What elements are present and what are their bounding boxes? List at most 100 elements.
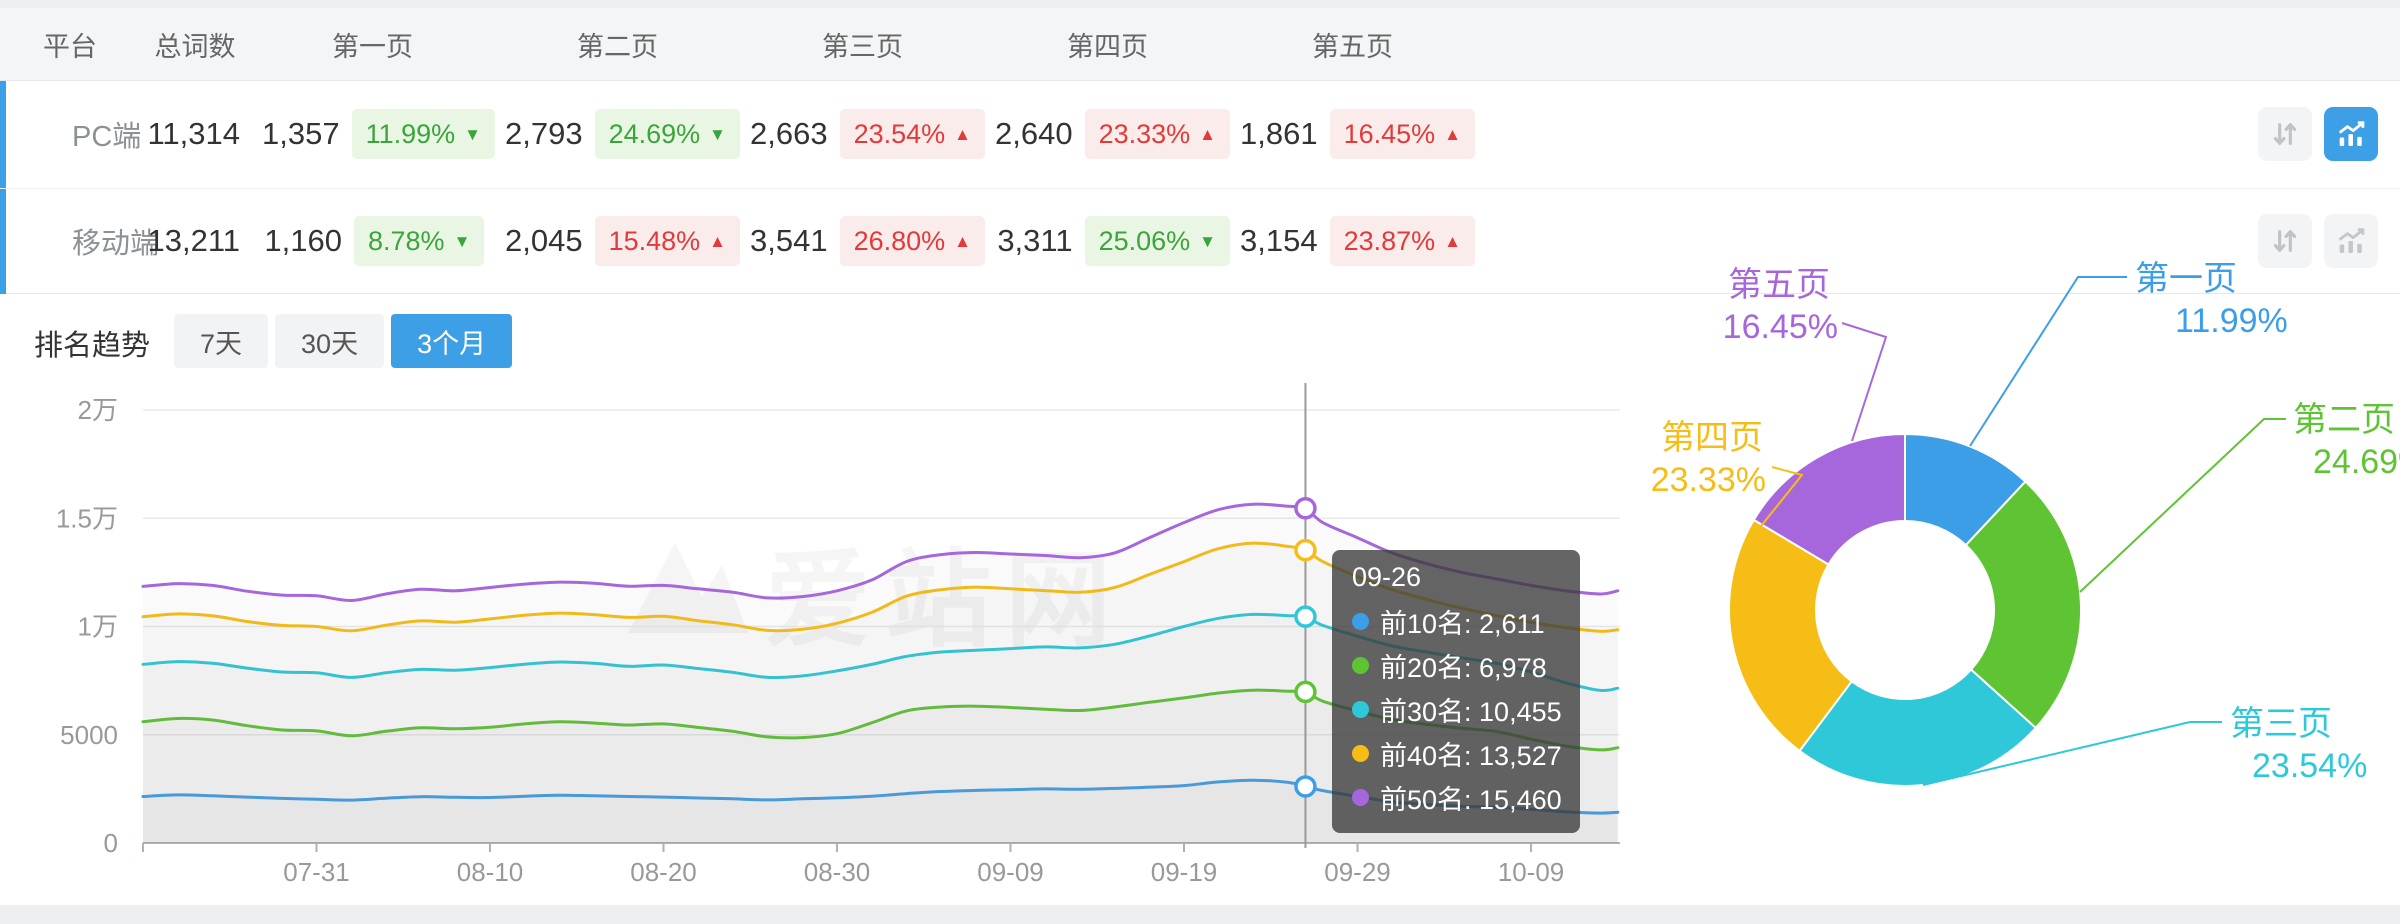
- triangle-up-icon: ▲: [709, 231, 726, 251]
- table-header-3: 第二页: [577, 31, 658, 62]
- hover-marker-前10名: [1294, 775, 1317, 798]
- page-count: 2,045: [505, 223, 583, 258]
- page-count: 3,541: [750, 223, 828, 258]
- page-count: 2,640: [995, 116, 1073, 151]
- table-header-row: 平台 总词数 第一页 第二页 第三页 第四页 第五页: [0, 8, 2400, 81]
- ranking-trend-line-chart[interactable]: 爱站网 0 5000 1万 1.5万 2万 07-31 08-10 08-20 08-30 09-0…: [0, 375, 1680, 924]
- trend-chart-icon: [2338, 121, 2365, 147]
- x-axis-label: 09-19: [1151, 857, 1218, 887]
- tooltip-item-前20名: 前20名: 6,978: [1352, 643, 1560, 687]
- page-4-cell: 3,311 25.06% ▼: [985, 216, 1230, 266]
- label-leader-line: [1740, 466, 1804, 552]
- triangle-down-icon: ▼: [709, 124, 726, 144]
- row-actions: [2258, 107, 2400, 161]
- change-badge-up: 23.87% ▲: [1329, 216, 1475, 266]
- page-count: 3,311: [997, 223, 1073, 258]
- change-badge-down: 11.99% ▼: [351, 109, 495, 159]
- hover-marker-前40名: [1294, 538, 1317, 562]
- page-2-cell: 2,045 15.48% ▲: [495, 216, 740, 266]
- page-count: 1,861: [1240, 116, 1318, 151]
- y-axis-label: 0: [104, 828, 118, 858]
- sort-arrows-icon: [2273, 230, 2297, 252]
- svg-text:爱站网: 爱站网: [765, 542, 1125, 660]
- x-axis-label: 07-31: [283, 857, 350, 887]
- page-count: 1,160: [264, 223, 342, 258]
- donut-percent-第五页: 16.45%: [1723, 308, 1838, 346]
- table-header-1: 总词数: [154, 31, 236, 62]
- donut-slice-第二页[interactable]: [1964, 480, 2083, 730]
- triangle-up-icon: ▲: [954, 124, 971, 144]
- tooltip-date: 09-26: [1352, 562, 1422, 592]
- triangle-up-icon: ▲: [954, 231, 971, 251]
- donut-label-第五页: 第五页: [1728, 266, 1830, 304]
- series-area-前20名: [143, 690, 1618, 843]
- page-1-cell: 1,357 11.99% ▼: [250, 109, 495, 159]
- page-count: 2,793: [505, 116, 583, 151]
- table-header-4: 第三页: [822, 31, 903, 62]
- tab-3个月[interactable]: 3个月: [391, 314, 513, 368]
- x-axis-label: 08-30: [804, 857, 871, 887]
- donut-percent-第一页: 11.99%: [2175, 302, 2288, 340]
- triangle-down-icon: ▼: [453, 231, 471, 251]
- tab-7天[interactable]: 7天: [174, 314, 269, 368]
- platform-label: 移动端: [72, 228, 160, 260]
- total-words-value: 11,314: [147, 116, 240, 151]
- tooltip-item-前50名: 前50名: 15,460: [1352, 775, 1562, 819]
- show-trend-chart-button[interactable]: [2324, 214, 2378, 268]
- page-distribution-donut-chart[interactable]: 第一页 11.99% 第二页 24.69% 第三页 23.54% 第四页 23.33% 第五页 1…: [1630, 235, 2400, 875]
- change-badge-up: 23.33% ▲: [1084, 109, 1230, 159]
- row-actions: [2258, 214, 2400, 268]
- donut-percent-第四页: 23.33%: [1651, 461, 1766, 499]
- x-axis-label: 10-09: [1498, 857, 1565, 887]
- table-header-5: 第四页: [1067, 31, 1148, 62]
- donut-percent-第二页: 24.69%: [2313, 443, 2400, 481]
- page-count: 1,357: [262, 116, 340, 151]
- table-row-pc[interactable]: PC端 11,314 1,357 11.99% ▼ 2,793 24.69% ▼ 2,663 23…: [0, 81, 2400, 187]
- triangle-down-icon: ▼: [464, 124, 481, 144]
- hover-marker-前30名: [1294, 605, 1317, 628]
- sort-button[interactable]: [2258, 214, 2312, 268]
- page-3-cell: 2,663 23.54% ▲: [740, 109, 985, 159]
- change-badge-down: 8.78% ▼: [354, 216, 485, 266]
- hover-marker-前50名: [1294, 497, 1317, 520]
- tooltip-item-前10名: 前10名: 2,611: [1352, 599, 1560, 643]
- table-row-mobile[interactable]: 移动端 13,211 1,160 8.78% ▼ 2,045 15.48% ▲ 3,541 26.…: [0, 188, 2400, 294]
- row-accent-bar: [0, 189, 6, 294]
- x-axis-label: 09-09: [977, 857, 1044, 887]
- series-dot-icon: [1352, 612, 1369, 630]
- page-2-cell: 2,793 24.69% ▼: [495, 109, 740, 159]
- series-line-前50名[interactable]: [141, 502, 1620, 603]
- label-leader-line: [1841, 322, 1888, 442]
- series-dot-icon: [1352, 788, 1369, 806]
- y-axis-label: 2万: [78, 395, 118, 425]
- chart-tooltip: 09-26 前10名: 2,611 前20名: 6,978 前30名: 10,455…: [1332, 550, 1580, 833]
- tab-30天[interactable]: 30天: [275, 314, 385, 368]
- triangle-up-icon: ▲: [1444, 124, 1461, 144]
- change-badge-up: 16.45% ▲: [1329, 109, 1475, 159]
- show-trend-chart-button[interactable]: [2324, 107, 2378, 161]
- series-dot-icon: [1352, 656, 1369, 674]
- donut-slice-第五页[interactable]: [1752, 432, 1906, 566]
- change-badge-up: 23.54% ▲: [839, 109, 985, 159]
- donut-label-第二页: 第二页: [2293, 401, 2395, 439]
- page-5-cell: 3,154 23.87% ▲: [1230, 216, 1475, 266]
- page-3-cell: 3,541 26.80% ▲: [740, 216, 985, 266]
- trend-section-title: 排名趋势: [34, 330, 151, 362]
- x-axis-label: 08-20: [630, 857, 697, 887]
- sort-button[interactable]: [2258, 107, 2312, 161]
- series-area-前30名: [143, 614, 1618, 843]
- hover-marker-前20名: [1294, 680, 1317, 704]
- tooltip-item-前30名: 前30名: 10,455: [1352, 687, 1562, 731]
- x-axis-label: 09-29: [1324, 857, 1391, 887]
- y-axis-label: 1.5万: [56, 503, 118, 533]
- page-count: 3,154: [1240, 223, 1318, 258]
- page-5-cell: 1,861 16.45% ▲: [1230, 109, 1475, 159]
- triangle-up-icon: ▲: [1199, 124, 1216, 144]
- table-header-0: 平台: [43, 31, 97, 62]
- triangle-down-icon: ▼: [1199, 231, 1216, 251]
- series-dot-icon: [1352, 744, 1369, 762]
- page-1-cell: 1,160 8.78% ▼: [250, 216, 495, 266]
- donut-slice-第三页[interactable]: [1798, 668, 2038, 787]
- x-axis-label: 08-10: [457, 857, 524, 887]
- donut-slice-第四页[interactable]: [1728, 518, 1854, 753]
